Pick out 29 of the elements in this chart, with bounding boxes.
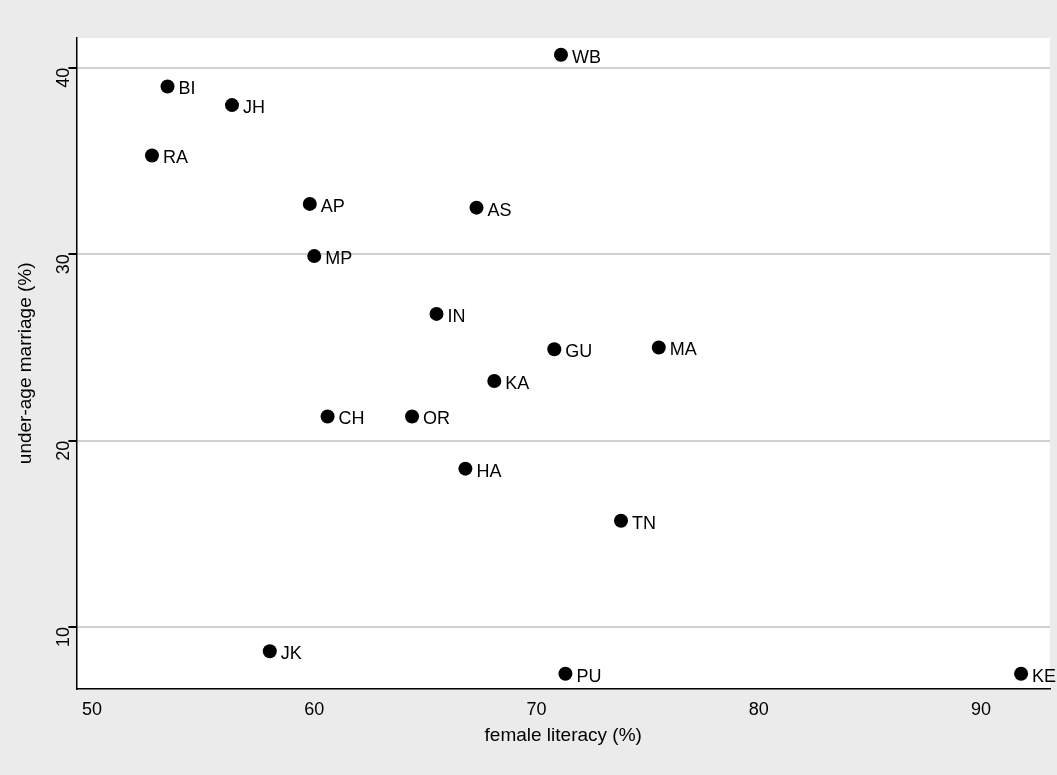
annotation: IN xyxy=(447,305,466,326)
annotation: RA xyxy=(162,147,188,168)
annotation: KE xyxy=(1032,665,1057,686)
annotation: AS xyxy=(487,199,512,220)
y-tick-label: 30 xyxy=(53,254,74,275)
y-tick-label: 40 xyxy=(53,67,74,88)
x-tick-label: 50 xyxy=(81,699,102,720)
annotation: TN xyxy=(631,512,656,533)
annotation: BI xyxy=(178,78,196,99)
annotation: HA xyxy=(476,460,502,481)
x-tick-label: 90 xyxy=(971,699,992,720)
y-axis-title: under-age marriage (%) xyxy=(13,262,35,465)
x-tick-label: 60 xyxy=(304,699,325,720)
annotation: MA xyxy=(669,339,697,360)
annotation: CH xyxy=(338,408,365,429)
y-tick-label: 20 xyxy=(53,440,74,461)
y-tick-label: 10 xyxy=(53,627,74,648)
annotation: GU xyxy=(565,341,593,362)
x-tick-label: 70 xyxy=(526,699,547,720)
annotation: JK xyxy=(280,643,302,664)
annotation: OR xyxy=(423,408,451,429)
annotation: AP xyxy=(320,195,345,216)
x-axis-title: female literacy (%) xyxy=(484,723,642,745)
annotation: KA xyxy=(505,372,530,393)
x-tick-label: 80 xyxy=(748,699,769,720)
annotation: PU xyxy=(576,665,602,686)
annotation: WB xyxy=(571,46,601,67)
annotation: JH xyxy=(243,97,265,118)
annotation: MP xyxy=(325,248,353,269)
